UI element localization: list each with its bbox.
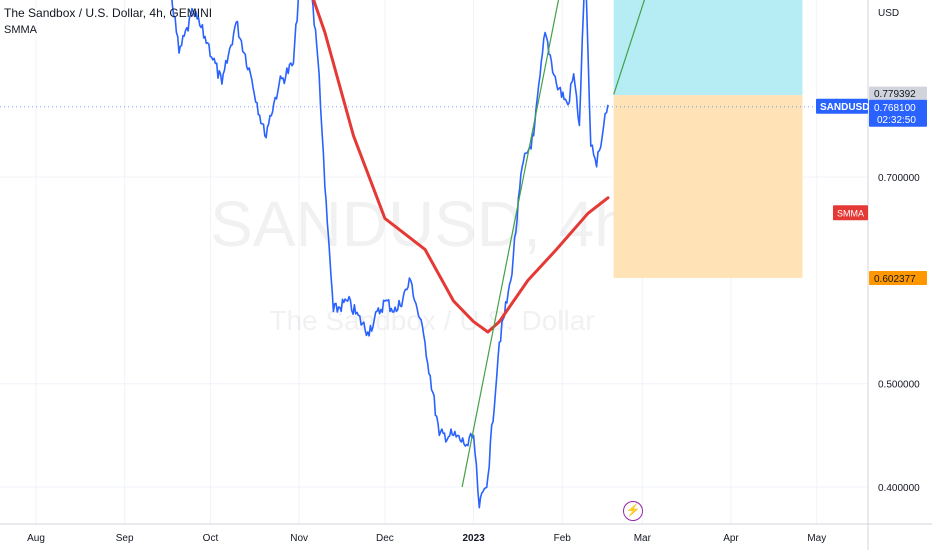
smma-series-line[interactable] — [2, 0, 610, 334]
x-tick-label: Nov — [290, 533, 308, 544]
smma-tag[interactable] — [833, 205, 868, 221]
x-tick-label: Mar — [634, 533, 652, 544]
x-tick-label: Oct — [203, 533, 219, 544]
x-tick-label: May — [807, 533, 826, 544]
indicator-legend-smma[interactable]: SMMA — [4, 24, 37, 36]
symbol-title: The Sandbox / U.S. Dollar, 4h, GEMINI — [4, 6, 213, 20]
flash-icon[interactable]: ⚡ — [623, 501, 643, 521]
price-tag-orange — [869, 270, 927, 285]
price-tag-grey — [869, 86, 927, 100]
x-tick-label: 2023 — [462, 533, 485, 544]
bar-countdown: 02:32:50 — [877, 115, 916, 126]
watermark-name: The Sandbox / U.S. Dollar — [269, 305, 594, 336]
price-tag-label: 0.779392 — [874, 89, 916, 100]
smma-tag-label: SMMA — [837, 208, 864, 218]
x-tick-label: Apr — [723, 533, 739, 544]
symbol-tag[interactable] — [816, 98, 868, 114]
last-price-tag — [869, 99, 927, 127]
trend-arrow-2[interactable] — [613, 0, 788, 95]
x-tick-label: Feb — [554, 533, 572, 544]
y-tick-label: 0.500000 — [878, 380, 920, 391]
stop-zone[interactable] — [613, 95, 803, 278]
symbol-tag-label: SANDUSD — [820, 102, 869, 113]
price-tag-label: 0.602377 — [874, 274, 916, 285]
y-tick-label: 0.400000 — [878, 483, 920, 494]
x-tick-label: Aug — [27, 533, 45, 544]
y-tick-label: 0.700000 — [878, 173, 920, 184]
profit-zone[interactable] — [613, 0, 803, 96]
y-axis-unit: USD — [878, 8, 899, 19]
x-tick-label: Dec — [376, 533, 394, 544]
watermark-ticker: SANDUSD, 4h — [210, 188, 630, 260]
x-tick-label: Sep — [116, 533, 134, 544]
last-price-value: 0.768100 — [874, 103, 916, 114]
trend-arrow-1[interactable] — [461, 0, 562, 488]
